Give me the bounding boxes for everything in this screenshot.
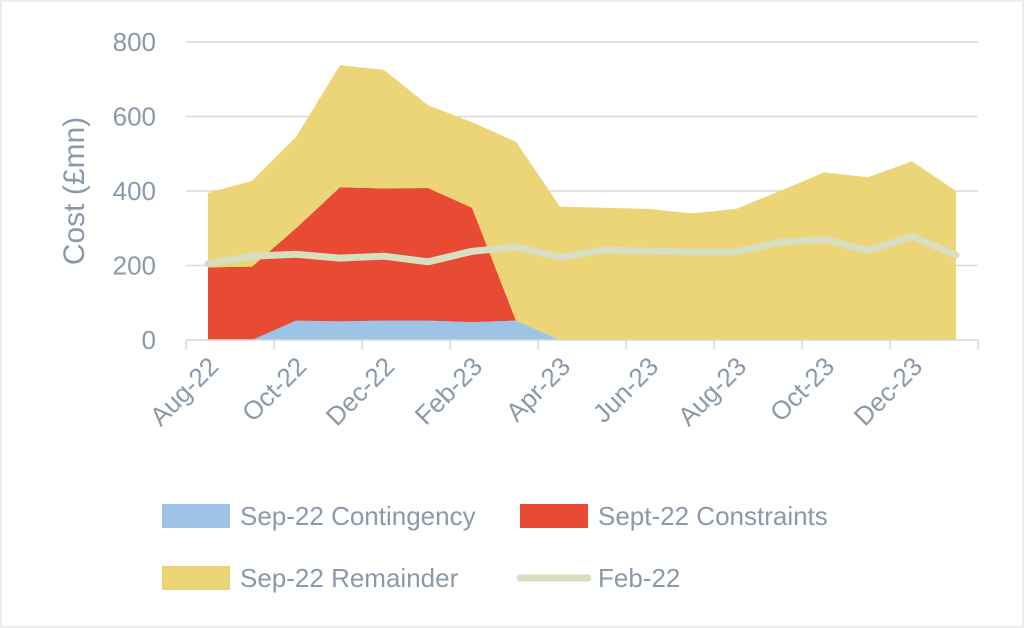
legend-swatch-0: [162, 504, 230, 528]
legend-label-2: Sep-22 Remainder: [240, 563, 459, 593]
y-tick-label: 800: [113, 27, 156, 57]
legend-swatch-1: [520, 504, 588, 528]
y-axis-ticks: 0 200 400 600 800: [113, 27, 156, 355]
area-series-1: [208, 187, 956, 340]
plot-areas: [208, 65, 956, 340]
x-axis: [185, 339, 979, 350]
area-series-0: [208, 320, 956, 340]
y-axis-title: Cost (£mn): [58, 117, 91, 265]
area-series-2: [208, 65, 956, 340]
y-tick-label: 600: [113, 102, 156, 132]
y-tick-label: 0: [142, 325, 156, 355]
legend-label-0: Sep-22 Contingency: [240, 501, 476, 531]
legend-label-3: Feb-22: [598, 563, 680, 593]
legend: Sep-22 Contingency Sept-22 Constraints Sep…: [162, 501, 828, 593]
line-series-0: [204, 232, 960, 268]
legend-label-1: Sept-22 Constraints: [598, 501, 828, 531]
y-tick-label: 200: [113, 251, 156, 281]
y-tick-label: 400: [113, 176, 156, 206]
plot-lines: [204, 232, 960, 268]
legend-swatch-2: [162, 566, 230, 590]
